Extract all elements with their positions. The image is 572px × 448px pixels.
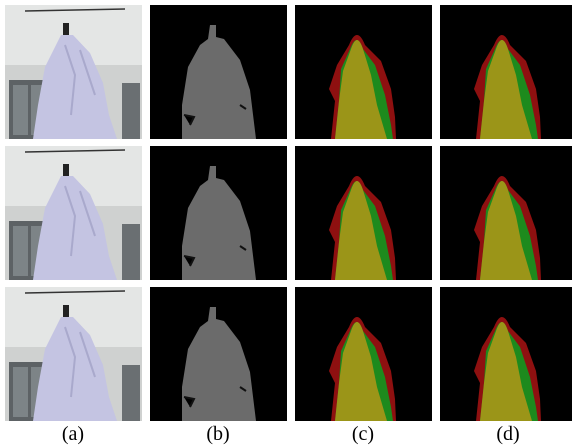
mask-image [295, 287, 432, 421]
caption-label: (d) [496, 423, 519, 445]
caption-label: (b) [206, 423, 229, 445]
mask-image [440, 146, 572, 280]
mask-image [295, 5, 432, 139]
rgb-image [4, 4, 143, 140]
depth-image [149, 4, 288, 140]
depth-image [149, 145, 288, 281]
row-2 [4, 145, 572, 281]
caption-label: (c) [352, 423, 374, 445]
mask-image [440, 5, 572, 139]
row-1 [4, 4, 572, 140]
caption-label: (a) [62, 423, 84, 445]
rgb-image [4, 286, 143, 422]
depth-image [149, 286, 288, 422]
row-3 [4, 286, 572, 422]
mask-image [295, 146, 432, 280]
mask-image [440, 287, 572, 421]
rgb-image [4, 145, 143, 281]
